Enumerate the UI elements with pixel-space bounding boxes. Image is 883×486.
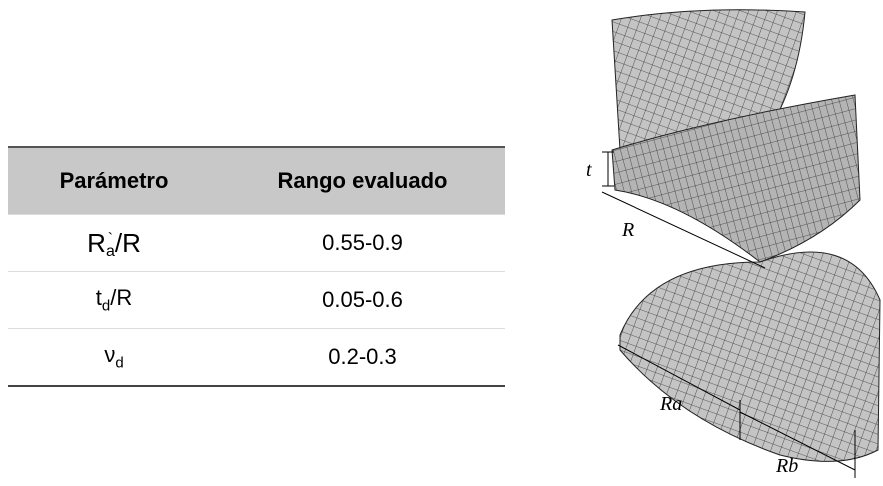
symbol-tail: /R [110,285,132,310]
lower-body [620,252,880,461]
range-cell: 0.55-0.9 [220,215,505,272]
mesh-figure: t R Ra Rb [580,0,883,486]
range-cell: 0.05-0.6 [220,272,505,329]
header-row: Parámetro Rango evaluado [8,147,505,215]
header-cell: Rango evaluado [220,147,505,215]
symbol: ν [104,342,115,367]
param-cell: R`a/R [8,215,220,272]
subscript: d [102,298,110,315]
row: R`a/R 0.55-0.9 [8,215,505,272]
header-cell: Parámetro [8,147,220,215]
row: νd 0.2-0.3 [8,329,505,387]
dim-label-r: R [621,219,634,241]
dim-label-ra: Ra [659,393,682,415]
scripts: `a [106,234,115,258]
symbol: R [87,228,106,258]
symbol-tail: /R [115,228,141,258]
row: td/R 0.05-0.6 [8,272,505,329]
page: Parámetro Rango evaluado R`a/R 0.55-0.9 … [0,0,883,486]
param-cell: νd [8,329,220,387]
dim-label-rb: Rb [775,455,798,477]
dim-label-t: t [586,159,592,181]
subscript: d [115,355,123,372]
range-cell: 0.2-0.3 [220,329,505,387]
subscript: a [106,246,115,258]
parameter-table: Parámetro Rango evaluado R`a/R 0.55-0.9 … [8,146,505,387]
param-cell: td/R [8,272,220,329]
